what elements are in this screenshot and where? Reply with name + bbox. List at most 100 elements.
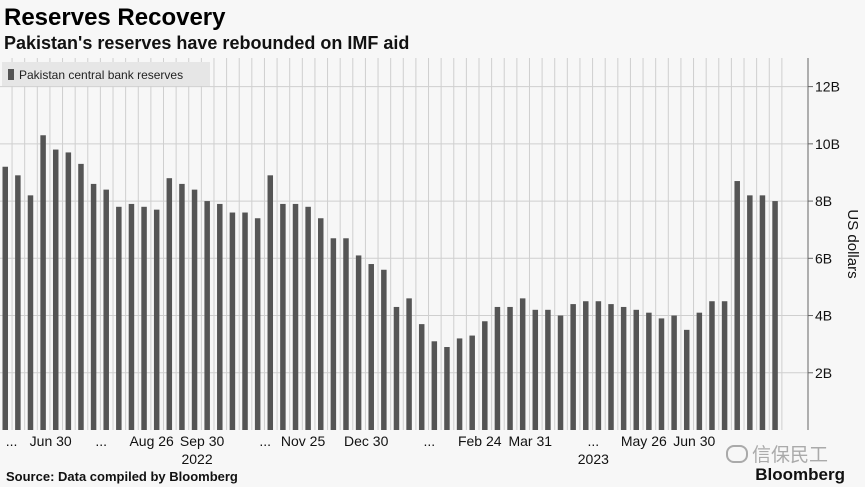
- bar: [179, 183, 185, 430]
- y-tick-label: 8B: [815, 193, 832, 209]
- legend-background: [2, 62, 210, 86]
- bar: [570, 304, 576, 430]
- x-tick-label: Feb 24: [458, 433, 502, 449]
- bar: [166, 178, 173, 430]
- bar: [444, 347, 450, 430]
- x-tick-label: ...: [423, 433, 435, 449]
- bar: [381, 269, 387, 430]
- bar: [583, 301, 589, 430]
- bar: [15, 175, 21, 430]
- bar: [658, 318, 665, 430]
- bar: [217, 203, 223, 430]
- watermark: 信保民工: [726, 440, 828, 467]
- bar: [482, 321, 488, 430]
- bar: [696, 312, 703, 430]
- bar: [27, 195, 34, 430]
- bloomberg-logo: Bloomberg: [755, 465, 845, 484]
- x-tick-label: ...: [6, 433, 18, 449]
- bar: [78, 163, 84, 430]
- wechat-icon: [726, 444, 748, 463]
- bar: [52, 149, 59, 431]
- bar: [532, 309, 539, 430]
- bar: [141, 206, 147, 430]
- bar: [330, 238, 337, 430]
- bar: [204, 201, 210, 430]
- bar: [116, 206, 122, 430]
- bar: [343, 238, 349, 430]
- bar: [646, 312, 652, 430]
- y-tick-label: 10B: [815, 136, 840, 152]
- bar: [242, 212, 248, 430]
- bar: [431, 341, 438, 430]
- y-tick-label: 6B: [815, 250, 832, 266]
- bar: [305, 206, 311, 430]
- bar: [608, 304, 614, 430]
- x-tick-label: ...: [95, 433, 107, 449]
- bar: [620, 306, 627, 430]
- bar: [772, 201, 778, 430]
- bar: [65, 152, 72, 430]
- x-tick-label: Aug 26: [129, 433, 174, 449]
- x-tick-label: Dec 30: [344, 433, 389, 449]
- bar: [191, 189, 198, 430]
- x-tick-label: Sep 30: [180, 433, 225, 449]
- bar: [418, 324, 425, 430]
- bar: [103, 189, 109, 430]
- bar: [709, 301, 715, 430]
- bar: [153, 209, 160, 430]
- bar: [40, 135, 46, 430]
- bar: [494, 306, 501, 430]
- x-tick-label: Jun 30: [673, 433, 715, 449]
- y-tick-label: 12B: [815, 79, 840, 95]
- y-ticks: 2B 4B 6B 8B 10B 12B: [808, 79, 840, 381]
- bar: [469, 335, 475, 430]
- bar: [406, 298, 412, 430]
- x-tick-label: May 26: [621, 433, 667, 449]
- bar: [456, 338, 463, 430]
- x-tick-label: Mar 31: [508, 433, 552, 449]
- bar: [683, 329, 690, 430]
- x-tick-label: ...: [588, 433, 600, 449]
- bar: [292, 203, 299, 430]
- chart-title: Reserves Recovery: [4, 4, 226, 31]
- bar: [633, 309, 639, 430]
- bar: [355, 255, 362, 430]
- bar: [280, 203, 286, 430]
- legend-swatch: [8, 69, 14, 80]
- y-tick-label: 2B: [815, 365, 832, 381]
- bar: [747, 195, 753, 430]
- bar: [128, 203, 135, 430]
- bar: [393, 306, 400, 430]
- x-year-label: 2022: [181, 451, 212, 467]
- bar: [254, 218, 261, 430]
- legend: Pakistan central bank reserves: [2, 62, 210, 86]
- bar: [759, 195, 766, 430]
- x-tick-label: Jun 30: [30, 433, 72, 449]
- bars: [2, 135, 778, 431]
- bar: [595, 301, 602, 430]
- watermark-text: 信保民工: [752, 444, 829, 466]
- bar: [229, 212, 236, 430]
- bar: [318, 218, 324, 430]
- bar: [545, 309, 551, 430]
- bar: [2, 166, 8, 430]
- bar: [267, 175, 274, 430]
- x-tick-label: ...: [259, 433, 271, 449]
- x-ticks: ... Jun 30... Aug 26 Sep 30... Nov 25 Dec 30.…: [6, 433, 716, 467]
- x-year-label: 2023: [578, 451, 609, 467]
- bar: [507, 306, 513, 430]
- y-tick-label: 4B: [815, 308, 832, 324]
- bar: [721, 301, 728, 430]
- source-note: Source: Data compiled by Bloomberg: [6, 469, 238, 484]
- bar: [671, 315, 677, 430]
- bar: [90, 183, 97, 430]
- bar: [734, 181, 740, 430]
- bar: [557, 315, 564, 430]
- chart-subtitle: Pakistan's reserves have rebounded on IM…: [4, 33, 410, 53]
- bar: [519, 298, 526, 430]
- legend-label: Pakistan central bank reserves: [19, 68, 183, 82]
- y-axis-label: US dollars: [844, 209, 861, 278]
- bar: [368, 264, 374, 430]
- grid-lines: [0, 58, 808, 430]
